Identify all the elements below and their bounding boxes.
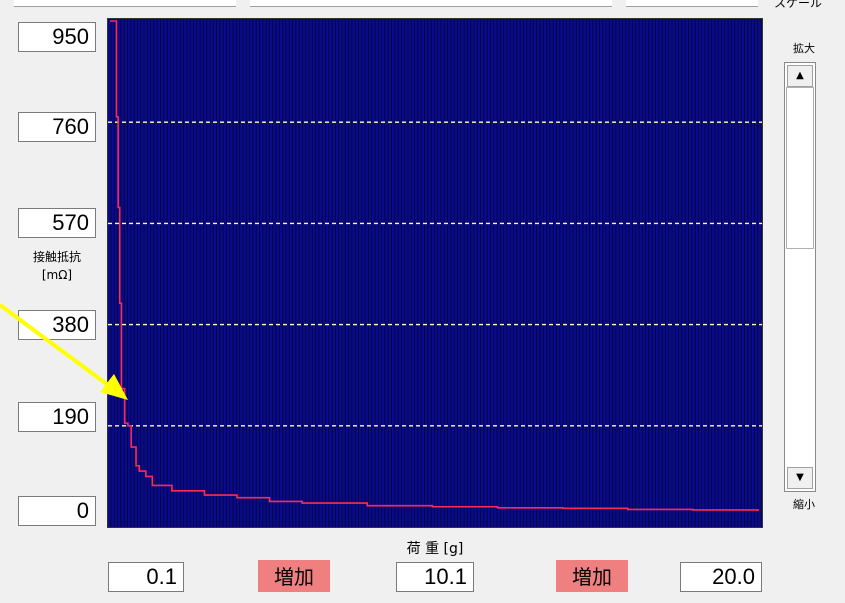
top-field-3	[626, 0, 758, 7]
x-mid-field[interactable]: 10.1	[396, 562, 474, 592]
plot-area	[107, 18, 763, 528]
x-min-field[interactable]: 0.1	[108, 562, 184, 592]
resistance-curve	[110, 20, 759, 512]
y-tick-760[interactable]: 760	[18, 112, 96, 142]
x-axis-label: 荷 重 [g]	[406, 541, 464, 557]
scroll-down-button[interactable]: ▼	[787, 467, 813, 489]
y-tick-950[interactable]: 950	[18, 22, 96, 52]
x-max-field[interactable]: 20.0	[680, 562, 762, 592]
zoom-out-label: 縮小	[793, 498, 815, 511]
y-tick-380[interactable]: 380	[18, 310, 96, 340]
y-axis-label: 接触抵抗 [mΩ]	[18, 248, 96, 284]
triangle-down-icon: ▼	[796, 472, 804, 483]
scroll-up-button[interactable]: ▲	[787, 65, 813, 87]
scale-title: スケール	[774, 0, 823, 10]
y-tick-190[interactable]: 190	[18, 402, 96, 432]
y-axis-label-line2: [mΩ]	[41, 268, 73, 282]
increase-button-right[interactable]: 増加	[556, 560, 628, 592]
increase-button-left[interactable]: 増加	[258, 560, 330, 592]
top-field-1	[14, 0, 236, 7]
top-field-2	[250, 0, 612, 7]
scale-scrollbar[interactable]: ▲ ▼	[784, 62, 816, 492]
y-tick-0[interactable]: 0	[18, 496, 96, 526]
triangle-up-icon: ▲	[796, 70, 804, 81]
y-tick-570[interactable]: 570	[18, 208, 96, 238]
scroll-thumb[interactable]	[786, 87, 814, 249]
chart-svg	[108, 19, 762, 527]
zoom-in-label: 拡大	[793, 42, 815, 55]
y-axis-label-line1: 接触抵抗	[32, 250, 81, 264]
scroll-track[interactable]	[786, 249, 814, 467]
